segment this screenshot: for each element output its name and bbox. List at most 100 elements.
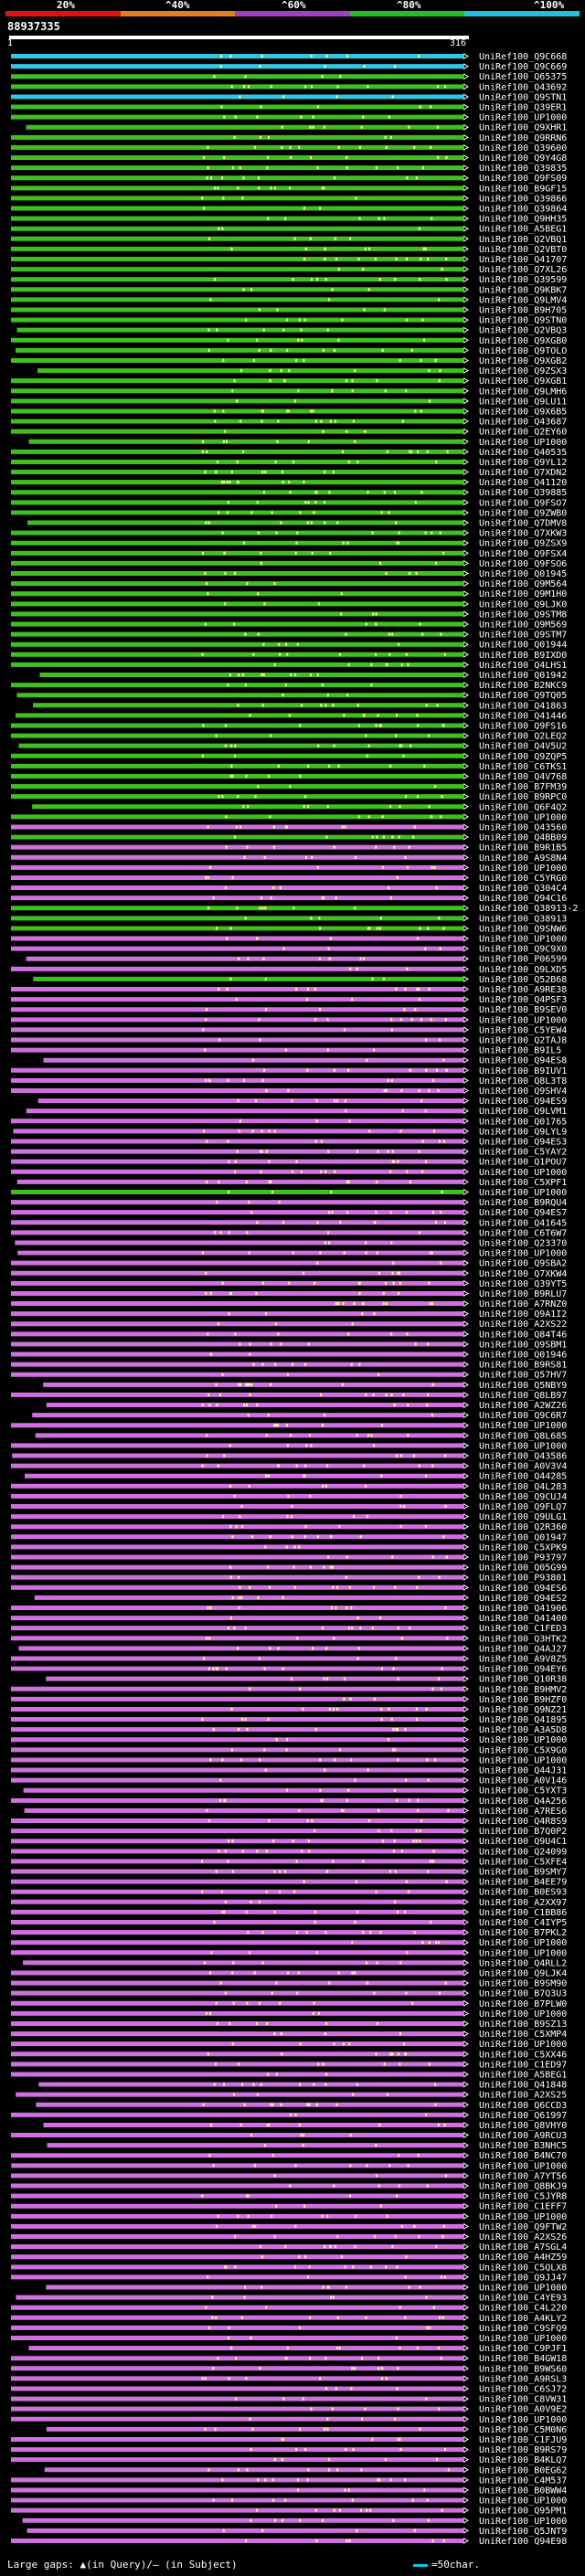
hit-row[interactable]: UniRef100_Q1POU7	[11, 1158, 567, 1168]
hit-label[interactable]: UniRef100_UP1000	[479, 2040, 567, 2050]
hit-row[interactable]: UniRef100_UP1000	[11, 864, 567, 874]
hit-label[interactable]: UniRef100_Q8BKJ9	[479, 2182, 567, 2192]
hit-label[interactable]: UniRef100_C1FJU9	[479, 2435, 567, 2445]
hit-row[interactable]: UniRef100_Q8BKJ9	[11, 2182, 567, 2192]
hit-label[interactable]: UniRef100_Q9M564	[479, 579, 567, 589]
hit-row[interactable]: UniRef100_Q9ULG1	[11, 1512, 567, 1522]
hit-row[interactable]: UniRef100_Q9STN1	[11, 92, 567, 102]
hit-label[interactable]: UniRef100_C4YE93	[479, 2294, 567, 2304]
hit-label[interactable]: UniRef100_UP1000	[479, 2415, 567, 2425]
hit-row[interactable]: UniRef100_Q4RLL2	[23, 1958, 567, 1968]
hit-label[interactable]: UniRef100_C5XFE4	[479, 1857, 567, 1867]
hit-row[interactable]: UniRef100_Q4PSF3	[11, 995, 567, 1005]
hit-label[interactable]: UniRef100_Q01765	[479, 1117, 567, 1127]
hit-row[interactable]: UniRef100_Q304C4	[11, 884, 567, 894]
hit-label[interactable]: UniRef100_UP1000	[479, 1755, 567, 1765]
hit-label[interactable]: UniRef100_Q9RRN6	[479, 133, 567, 143]
hit-row[interactable]: UniRef100_C1FJU9	[11, 2435, 567, 2445]
hit-row[interactable]: UniRef100_B9IUV1	[11, 1066, 567, 1076]
hit-row[interactable]: UniRef100_Q44J31	[11, 1766, 567, 1776]
hit-row[interactable]: UniRef100_Q9A1I2	[11, 1309, 567, 1320]
hit-row[interactable]: UniRef100_B7PLW0	[11, 1999, 567, 2009]
hit-label[interactable]: UniRef100_Q9JJ47	[479, 2273, 567, 2283]
hit-row[interactable]: UniRef100_Q9ZQP5	[11, 752, 567, 762]
hit-row[interactable]: UniRef100_Q9C6R7	[32, 1411, 567, 1421]
hit-label[interactable]: UniRef100_Q41895	[479, 1715, 567, 1725]
hit-row[interactable]: UniRef100_Q9XGB1	[11, 376, 567, 387]
hit-row[interactable]: UniRef100_Q9LVM1	[26, 1107, 568, 1117]
hit-row[interactable]: UniRef100_B3NHC5	[47, 2141, 568, 2151]
hit-label[interactable]: UniRef100_A7RES6	[479, 1807, 567, 1817]
hit-row[interactable]: UniRef100_A0V3V4	[11, 1462, 567, 1472]
hit-label[interactable]: UniRef100_Q2LEQ2	[479, 732, 567, 742]
hit-row[interactable]: UniRef100_UP1000	[11, 1015, 567, 1025]
hit-label[interactable]: UniRef100_C6TKS1	[479, 762, 567, 772]
hit-label[interactable]: UniRef100_Q52B68	[479, 975, 567, 985]
hit-label[interactable]: UniRef100_Q39835	[479, 164, 567, 174]
hit-label[interactable]: UniRef100_Q4AJ27	[479, 1644, 567, 1654]
hit-label[interactable]: UniRef100_Q8L3T8	[479, 1076, 567, 1087]
hit-label[interactable]: UniRef100_Q7XDN2	[479, 468, 567, 478]
hit-row[interactable]: UniRef100_Q9RRN6	[11, 133, 567, 143]
hit-label[interactable]: UniRef100_B7PLW0	[479, 1999, 567, 2009]
hit-label[interactable]: UniRef100_Q9TOLO	[479, 346, 567, 356]
hit-row[interactable]: UniRef100_Q94C16	[11, 894, 567, 904]
hit-label[interactable]: UniRef100_A4KLY2	[479, 2314, 567, 2324]
hit-row[interactable]: UniRef100_Q9LJK0	[11, 599, 567, 610]
hit-label[interactable]: UniRef100_B7Q3U3	[479, 1989, 567, 1999]
hit-row[interactable]: UniRef100_Q44285	[24, 1472, 567, 1482]
hit-label[interactable]: UniRef100_Q2VBQ1	[479, 235, 567, 245]
hit-row[interactable]: UniRef100_Q39600	[11, 143, 567, 154]
hit-label[interactable]: UniRef100_C5YEW4	[479, 1025, 567, 1035]
hit-label[interactable]: UniRef100_Q9XHR1	[479, 123, 567, 133]
hit-label[interactable]: UniRef100_Q9C669	[479, 62, 567, 72]
hit-row[interactable]: UniRef100_A9RSL3	[11, 2374, 567, 2384]
hit-label[interactable]: UniRef100_Q39600	[479, 143, 567, 154]
hit-row[interactable]: UniRef100_A7YT56	[11, 2171, 567, 2181]
hit-row[interactable]: UniRef100_C4L220	[11, 2304, 567, 2314]
hit-row[interactable]: UniRef100_Q9LYL9	[13, 1127, 568, 1137]
hit-label[interactable]: UniRef100_Q61997	[479, 2111, 567, 2121]
hit-label[interactable]: UniRef100_Q9LYL9	[479, 1127, 567, 1137]
hit-row[interactable]: UniRef100_Q5NBY9	[43, 1381, 567, 1391]
hit-row[interactable]: UniRef100_C5YRG0	[11, 874, 567, 884]
hit-row[interactable]: UniRef100_Q9ZWB0	[11, 508, 567, 518]
hit-label[interactable]: UniRef100_Q9ZSX9	[479, 539, 567, 549]
hit-row[interactable]: UniRef100_Q39835	[11, 164, 567, 174]
hit-label[interactable]: UniRef100_B9RS79	[479, 2445, 567, 2455]
hit-row[interactable]: UniRef100_Q9HH35	[11, 215, 567, 225]
hit-row[interactable]: UniRef100_A2XS25	[16, 2091, 567, 2101]
hit-row[interactable]: UniRef100_Q01765	[11, 1117, 567, 1127]
hit-label[interactable]: UniRef100_C9SFQ9	[479, 2324, 567, 2334]
hit-label[interactable]: UniRef100_UP1000	[479, 864, 567, 874]
hit-label[interactable]: UniRef100_Q40535	[479, 448, 567, 458]
hit-label[interactable]: UniRef100_B9IUV1	[479, 1066, 567, 1076]
hit-row[interactable]: UniRef100_Q43692	[11, 82, 567, 92]
hit-row[interactable]: UniRef100_Q9SNW6	[11, 924, 567, 934]
hit-row[interactable]: UniRef100_UP1000	[11, 1441, 567, 1451]
hit-label[interactable]: UniRef100_Q38913	[479, 914, 567, 924]
hit-row[interactable]: UniRef100_UP1000	[11, 2415, 567, 2425]
hit-label[interactable]: UniRef100_A9V8Z5	[479, 1654, 567, 1664]
hit-label[interactable]: UniRef100_Q41645	[479, 1218, 567, 1228]
hit-row[interactable]: UniRef100_Q94ES3	[11, 1137, 567, 1147]
hit-row[interactable]: UniRef100_UP1000	[11, 1755, 567, 1765]
hit-row[interactable]: UniRef100_A2XS26	[11, 2232, 567, 2242]
hit-row[interactable]: UniRef100_UP1000	[11, 2212, 567, 2222]
hit-label[interactable]: UniRef100_Q9FSO6	[479, 559, 567, 569]
hit-row[interactable]: UniRef100_Q4A256	[11, 1797, 567, 1807]
hit-row[interactable]: UniRef100_Q4L283	[11, 1482, 567, 1492]
hit-label[interactable]: UniRef100_C4IYP5	[479, 1918, 567, 1928]
hit-row[interactable]: UniRef100_B0BWW4	[11, 2486, 567, 2496]
hit-row[interactable]: UniRef100_Q9Y4G8	[11, 154, 567, 164]
hit-row[interactable]: UniRef100_UP1000	[11, 1188, 567, 1198]
hit-row[interactable]: UniRef100_B2NKC9	[11, 681, 567, 691]
hit-label[interactable]: UniRef100_Q9SHV4	[479, 1087, 567, 1097]
hit-row[interactable]: UniRef100_Q9FSO6	[11, 559, 567, 569]
hit-label[interactable]: UniRef100_C9PJF1	[479, 2344, 567, 2354]
hit-label[interactable]: UniRef100_C6T6W7	[479, 1228, 567, 1238]
hit-label[interactable]: UniRef100_Q4A256	[479, 1797, 567, 1807]
hit-label[interactable]: UniRef100_A9RCU3	[479, 2131, 567, 2141]
hit-label[interactable]: UniRef100_Q94ES2	[479, 1594, 567, 1604]
hit-label[interactable]: UniRef100_UP1000	[479, 2517, 567, 2527]
